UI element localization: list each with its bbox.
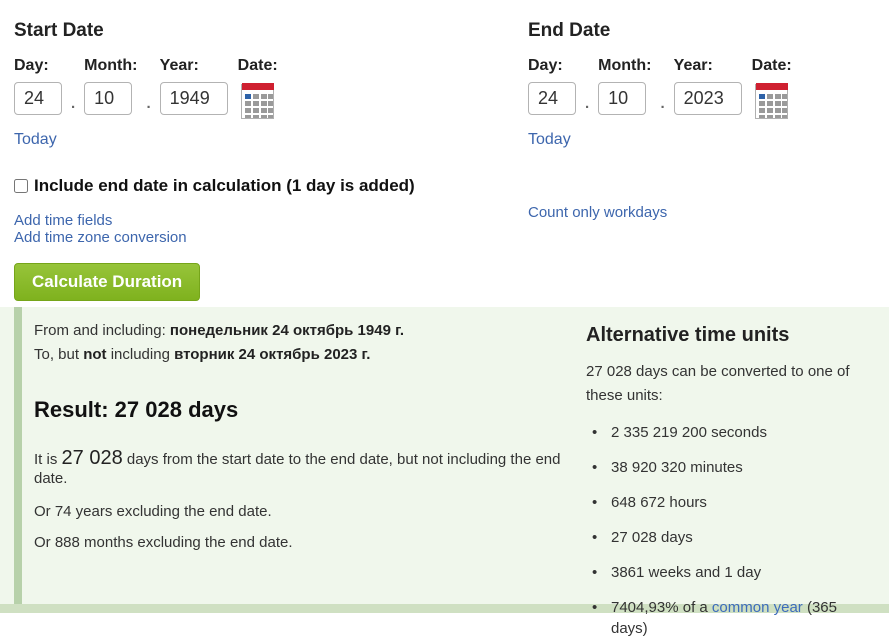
date-form: Start Date Day: . Month: . Year: Date:	[0, 0, 889, 307]
list-item: 2 335 219 200 seconds	[586, 422, 864, 443]
itis-value: 27 028	[61, 447, 123, 469]
end-year-group: Year:	[673, 57, 742, 115]
end-today-link[interactable]: Today	[528, 131, 571, 148]
end-month-input[interactable]	[598, 82, 647, 115]
end-date-section: End Date Day: . Month: . Year: Date:	[528, 20, 889, 307]
count-workdays-wrap: Count only workdays	[528, 205, 889, 221]
start-year-label: Year:	[159, 57, 199, 74]
end-day-group: Day:	[528, 57, 576, 115]
common-year-pre: 7404,93% of a	[611, 599, 708, 616]
end-date-title: End Date	[528, 20, 611, 41]
end-date-label: Date:	[751, 57, 792, 74]
list-item: 648 672 hours	[586, 492, 864, 513]
calendar-icon	[754, 83, 789, 123]
panel-accent-stripe	[14, 307, 22, 604]
date-separator: .	[71, 95, 76, 112]
list-item: 3861 weeks and 1 day	[586, 562, 864, 583]
result-months-line: Or 888 months excluding the end date.	[34, 534, 293, 551]
start-today-link[interactable]: Today	[14, 131, 57, 148]
end-day-label: Day:	[528, 57, 563, 74]
add-time-fields-link[interactable]: Add time fields	[14, 212, 113, 229]
include-end-date-label: Include end date in calculation (1 day i…	[34, 176, 415, 195]
start-date-section: Start Date Day: . Month: . Year: Date:	[14, 20, 528, 307]
start-month-input[interactable]	[84, 82, 133, 115]
calculate-duration-button[interactable]: Calculate Duration	[14, 263, 201, 301]
to-line: To, but not including вторник 24 октябрь…	[34, 343, 578, 367]
date-separator: .	[585, 95, 590, 112]
start-year-input[interactable]	[159, 82, 228, 115]
calendar-icon	[240, 83, 275, 123]
add-time-zone-link[interactable]: Add time zone conversion	[14, 229, 187, 246]
start-datepicker-group: Date:	[238, 57, 278, 120]
list-item: 27 028 days	[586, 527, 864, 548]
start-date-row: Day: . Month: . Year: Date:	[14, 57, 528, 120]
result-days-line: It is 27 028 days from the start date to…	[34, 447, 578, 487]
common-year-link[interactable]: common year	[711, 599, 803, 616]
end-month-group: Month:	[598, 57, 651, 115]
alternative-units-intro: 27 028 days can be converted to one of t…	[586, 363, 850, 404]
to-value: вторник 24 октябрь 2023 г.	[174, 346, 371, 363]
date-separator: .	[660, 95, 665, 112]
panel-bottom-band	[0, 604, 889, 613]
start-date-picker-button[interactable]	[238, 82, 278, 120]
itis-pre: It is	[34, 451, 58, 468]
itis-post: days from the start date to the end date…	[34, 451, 561, 487]
start-day-group: Day:	[14, 57, 62, 115]
alternative-units-title: Alternative time units	[586, 324, 790, 346]
to-pre: To, but	[34, 346, 80, 363]
count-workdays-link[interactable]: Count only workdays	[528, 204, 668, 221]
result-years-line: Or 74 years excluding the end date.	[34, 503, 272, 520]
start-day-label: Day:	[14, 57, 49, 74]
start-year-group: Year:	[159, 57, 228, 115]
result-heading: Result: 27 028 days	[34, 397, 239, 422]
from-value: понедельник 24 октябрь 1949 г.	[169, 322, 404, 339]
alternative-units-section: Alternative time units 27 028 days can b…	[586, 319, 864, 637]
from-label: From and including:	[34, 322, 166, 339]
end-day-input[interactable]	[528, 82, 576, 115]
start-month-label: Month:	[84, 57, 138, 74]
include-end-date-checkbox[interactable]	[14, 179, 28, 193]
to-bold: not	[83, 346, 107, 363]
date-separator: .	[146, 95, 151, 112]
results-panel: From and including: понедельник 24 октяб…	[0, 307, 889, 637]
end-datepicker-group: Date:	[752, 57, 792, 120]
list-item: 38 920 320 minutes	[586, 457, 864, 478]
end-year-label: Year:	[673, 57, 713, 74]
start-date-label: Date:	[237, 57, 278, 74]
end-year-input[interactable]	[673, 82, 742, 115]
end-date-picker-button[interactable]	[752, 82, 792, 120]
to-mid: including	[110, 346, 170, 363]
list-item-common-year: 7404,93% of a common year (365 days)	[586, 597, 864, 639]
end-date-row: Day: . Month: . Year: Date:	[528, 57, 889, 120]
include-end-date-row: Include end date in calculation (1 day i…	[14, 176, 528, 196]
result-summary: From and including: понедельник 24 октяб…	[34, 319, 586, 613]
extra-links: Add time fields Add time zone conversion	[14, 213, 528, 246]
start-date-title: Start Date	[14, 20, 104, 41]
from-line: From and including: понедельник 24 октяб…	[34, 319, 578, 343]
alternative-units-list: 2 335 219 200 seconds 38 920 320 minutes…	[586, 422, 864, 639]
start-day-input[interactable]	[14, 82, 62, 115]
end-month-label: Month:	[598, 57, 652, 74]
start-month-group: Month:	[84, 57, 137, 115]
